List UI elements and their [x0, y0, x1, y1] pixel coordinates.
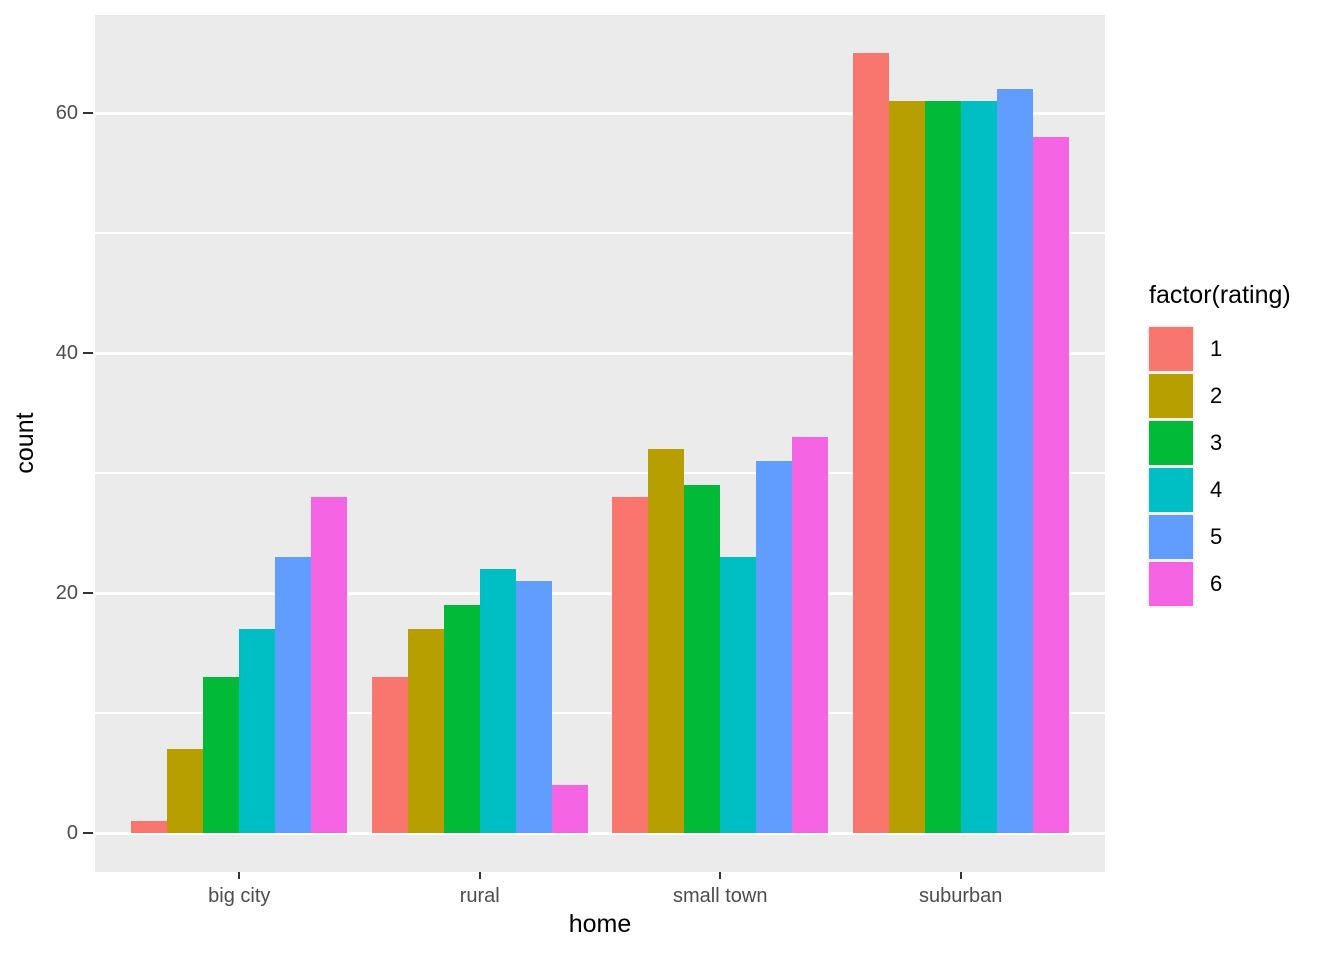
y-tick-mark-60: [83, 112, 93, 114]
legend-item-5: 5: [1147, 513, 1339, 561]
legend-key-swatch-4: [1147, 466, 1195, 514]
legend-item-6: 6: [1147, 560, 1339, 608]
legend-label: 4: [1210, 477, 1223, 502]
bar-rural-rating-1: [371, 677, 408, 833]
y-tick-label: 40: [55, 342, 78, 364]
legend-label: 6: [1210, 571, 1223, 596]
x-tick-mark-suburban: [959, 872, 962, 879]
gridline-major-20: [95, 592, 1105, 595]
legend-key-swatch-3: [1147, 419, 1195, 467]
legend: factor(rating) 1 2 3 4 5 6: [1147, 281, 1339, 608]
bar-big-city-rating-1: [131, 821, 168, 833]
legend-items: 1 2 3 4 5 6: [1147, 325, 1339, 608]
gridline-major-40: [95, 352, 1105, 355]
legend-key-swatch-5: [1147, 513, 1195, 561]
gridline-minor-30: [95, 472, 1105, 474]
y-tick-mark-0: [83, 832, 93, 834]
legend-key-swatch-1: [1147, 325, 1195, 373]
bar-suburban-rating-4: [960, 101, 997, 833]
legend-item-1: 1: [1147, 325, 1339, 373]
x-tick-label: small town: [672, 885, 768, 907]
y-tick-mark-40: [83, 352, 93, 354]
legend-item-4: 4: [1147, 466, 1339, 514]
gridline-major-0: [95, 832, 1105, 835]
bar-big-city-rating-6: [311, 497, 348, 833]
legend-key-swatch-2: [1147, 372, 1195, 420]
legend-item-2: 2: [1147, 372, 1339, 420]
bar-rural-rating-5: [515, 581, 552, 833]
legend-label: 5: [1210, 524, 1223, 549]
x-axis-title: home: [568, 910, 632, 938]
bar-small-town-rating-3: [684, 485, 721, 833]
legend-label: 3: [1210, 430, 1223, 455]
bar-rural-rating-4: [479, 569, 516, 833]
bar-small-town-rating-2: [648, 449, 685, 833]
x-tick-label: rural: [459, 885, 500, 907]
x-tick-label: big city: [208, 885, 271, 907]
bar-rural-rating-2: [407, 629, 444, 833]
x-tick-mark-big-city: [238, 872, 241, 879]
legend-label: 2: [1210, 383, 1223, 408]
bar-big-city-rating-4: [239, 629, 276, 833]
y-tick-mark-20: [83, 592, 93, 594]
bar-suburban-rating-5: [996, 89, 1033, 833]
bar-big-city-rating-3: [203, 677, 240, 833]
legend-item-3: 3: [1147, 419, 1339, 467]
bar-suburban-rating-2: [888, 101, 925, 833]
y-axis-title: count: [11, 412, 39, 474]
x-tick-mark-rural: [478, 872, 481, 879]
legend-label: 1: [1210, 336, 1223, 361]
gridline-minor-50: [95, 232, 1105, 234]
gridline-minor-10: [95, 712, 1105, 714]
bar-small-town-rating-5: [756, 461, 793, 833]
bar-rural-rating-6: [551, 785, 588, 833]
bar-suburban-rating-3: [924, 101, 961, 833]
legend-key-swatch-6: [1147, 560, 1195, 608]
plot-panel: [95, 15, 1105, 872]
bar-small-town-rating-1: [612, 497, 649, 833]
y-tick-label: 0: [66, 822, 78, 844]
y-tick-label: 60: [55, 102, 78, 124]
bar-big-city-rating-2: [167, 749, 204, 833]
legend-title: factor(rating): [1149, 281, 1291, 309]
gridline-major-60: [95, 112, 1105, 115]
y-tick-label: 20: [55, 582, 78, 604]
bar-rural-rating-3: [443, 605, 480, 833]
x-tick-label: suburban: [919, 885, 1003, 907]
bar-suburban-rating-6: [1032, 137, 1069, 833]
bar-small-town-rating-4: [720, 557, 757, 833]
bar-suburban-rating-1: [852, 53, 889, 833]
x-tick-mark-small-town: [719, 872, 722, 879]
bar-big-city-rating-5: [275, 557, 312, 833]
bar-small-town-rating-6: [792, 437, 829, 833]
